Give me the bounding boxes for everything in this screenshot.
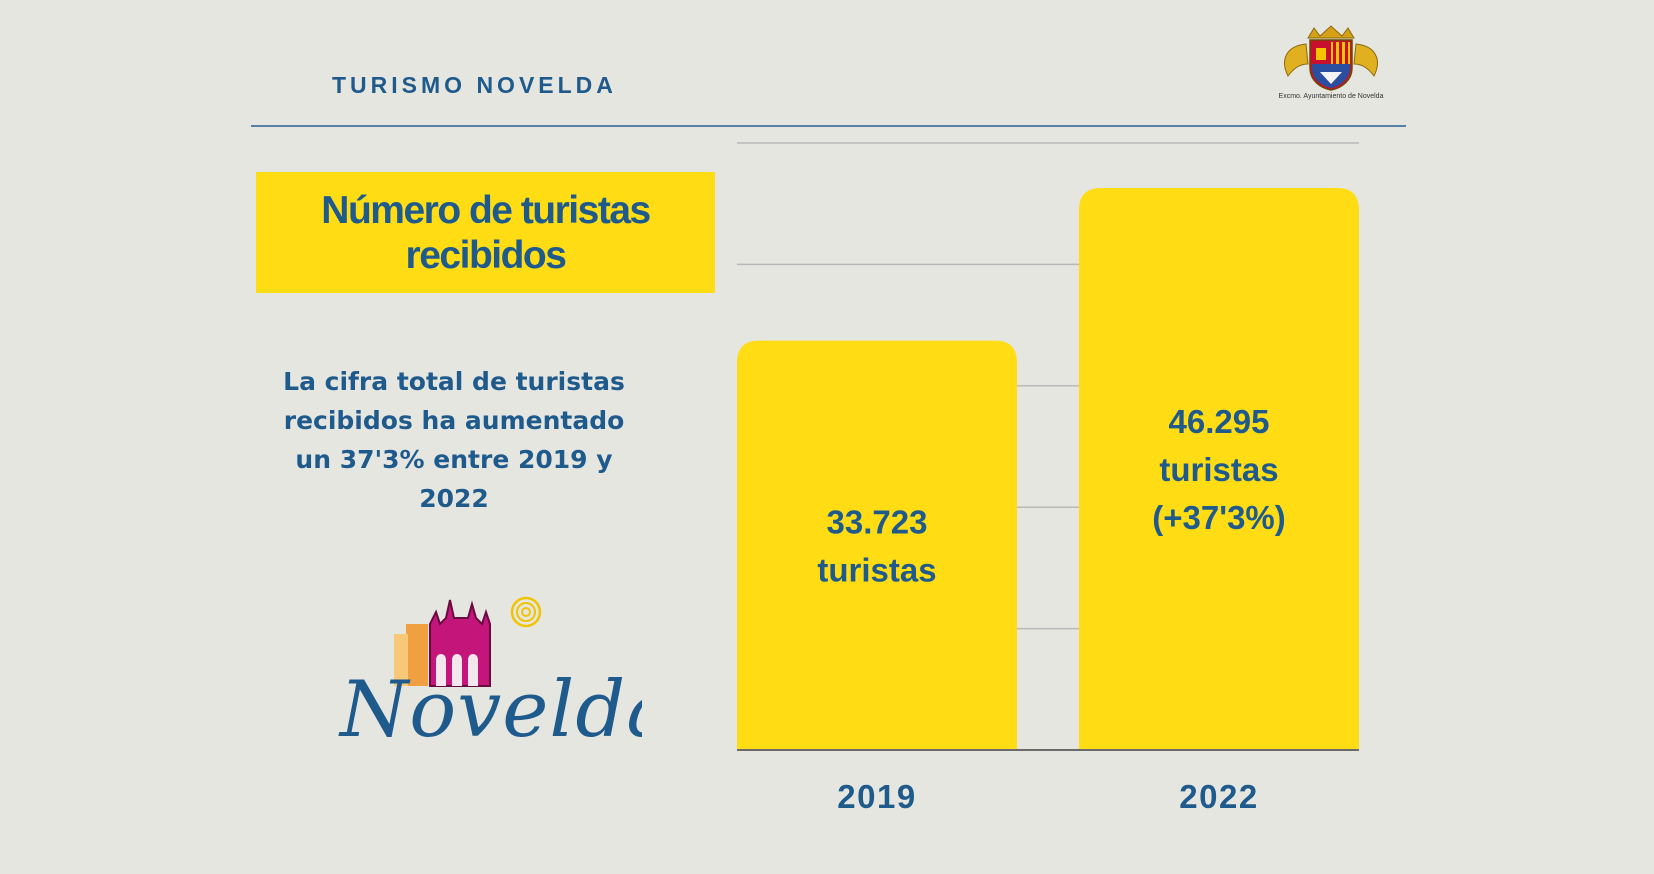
description-text: La cifra total de turistas recibidos ha … (283, 367, 625, 513)
bar-data-label: 46.295 (1169, 403, 1270, 440)
chart-title: Número de turistas recibidos (321, 188, 651, 277)
logo-wordmark: Novelda (338, 665, 642, 750)
category-label-2019: 2019 (837, 778, 916, 815)
bar-2022 (1079, 187, 1359, 750)
bar-data-label: turistas (1159, 451, 1278, 488)
bar-data-label: turistas (817, 551, 936, 588)
chart-title-box: Número de turistas recibidos (256, 172, 715, 293)
bar-data-label: (+37'3%) (1152, 499, 1286, 536)
city-crest-logo: Excmo. Ayuntamiento de Novelda (1256, 24, 1406, 106)
crest-caption: Excmo. Ayuntamiento de Novelda (1278, 93, 1384, 100)
header-title: TURISMO NOVELDA (332, 72, 617, 98)
chart-bars (737, 187, 1359, 750)
bar-2019 (737, 340, 1017, 750)
crest-icon (1284, 25, 1378, 91)
bar-data-label: 33.723 (827, 503, 928, 540)
novelda-tourism-logo: Novelda (332, 590, 673, 755)
header-divider (251, 125, 1406, 127)
chart-labels: 33.723 turistas 2019 46.295 turistas (+37'3%)… (817, 403, 1285, 815)
category-label-2022: 2022 (1179, 778, 1258, 815)
novelda-logo-icon: Novelda (338, 596, 673, 755)
